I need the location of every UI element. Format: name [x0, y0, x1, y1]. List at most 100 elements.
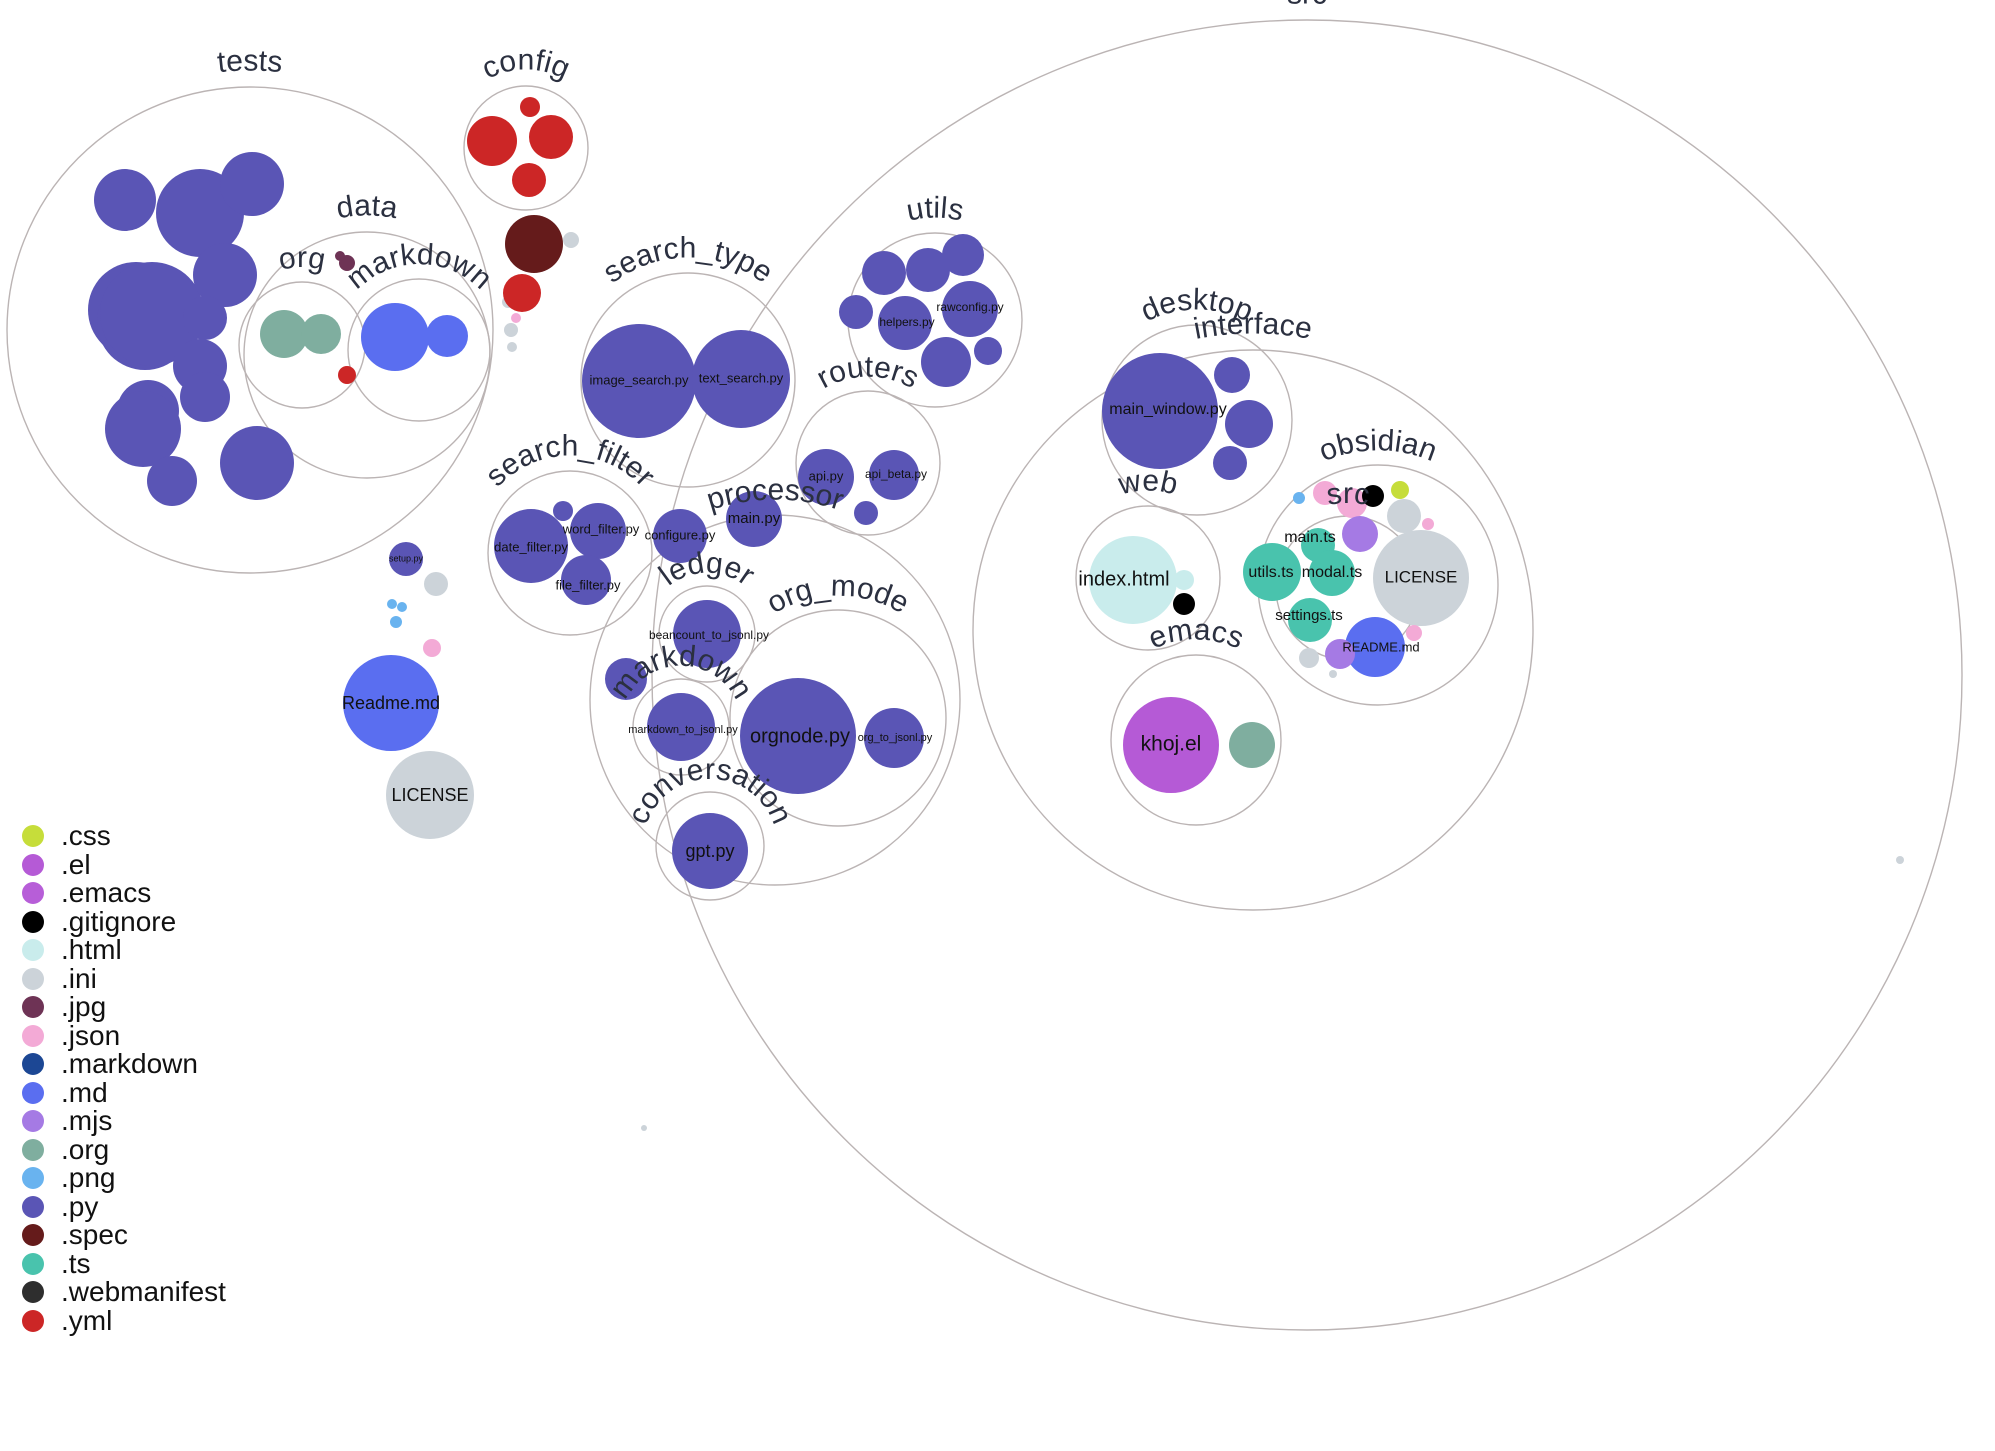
file-circle[interactable]	[1345, 617, 1405, 677]
file-circle[interactable]	[193, 243, 257, 307]
file-circle[interactable]	[942, 281, 998, 337]
directory-ring[interactable]	[580, 272, 796, 488]
file-circle[interactable]	[301, 314, 341, 354]
file-circle[interactable]	[864, 708, 924, 768]
file-circle[interactable]	[260, 310, 308, 358]
file-circle[interactable]	[798, 449, 854, 505]
file-circle[interactable]	[570, 503, 626, 559]
file-circle[interactable]	[511, 313, 521, 323]
directory-ring[interactable]	[651, 19, 1963, 1331]
file-circle[interactable]	[100, 262, 204, 366]
file-circle[interactable]	[503, 274, 541, 312]
directory-ring[interactable]	[347, 278, 491, 422]
file-circle[interactable]	[553, 501, 573, 521]
file-circle[interactable]	[343, 655, 439, 751]
file-circle[interactable]	[180, 372, 230, 422]
file-circle[interactable]	[512, 163, 546, 197]
file-circle[interactable]	[605, 658, 647, 700]
file-circle[interactable]	[183, 296, 227, 340]
legend-item[interactable]: .org	[22, 1135, 226, 1165]
directory-ring[interactable]	[463, 85, 589, 211]
legend-item[interactable]: .spec	[22, 1221, 226, 1250]
file-circle[interactable]	[467, 116, 517, 166]
file-circle[interactable]	[974, 337, 1002, 365]
file-circle[interactable]	[1213, 446, 1247, 480]
file-circle[interactable]	[389, 542, 423, 576]
legend-item[interactable]: .ini	[22, 964, 226, 994]
file-circle[interactable]	[561, 555, 611, 605]
directory-ring[interactable]	[487, 470, 653, 636]
file-circle[interactable]	[1391, 481, 1409, 499]
directory-ring[interactable]	[972, 349, 1534, 911]
file-circle[interactable]	[1337, 488, 1367, 518]
file-circle[interactable]	[1225, 400, 1273, 448]
file-circle[interactable]	[641, 1125, 647, 1131]
file-circle[interactable]	[220, 426, 294, 500]
file-circle[interactable]	[504, 323, 518, 337]
file-circle[interactable]	[1173, 593, 1195, 615]
file-circle[interactable]	[423, 639, 441, 657]
file-circle[interactable]	[906, 248, 950, 292]
file-circle[interactable]	[1422, 518, 1434, 530]
file-circle[interactable]	[1342, 516, 1378, 552]
file-circle[interactable]	[672, 813, 748, 889]
file-circle[interactable]	[740, 678, 856, 794]
file-circle[interactable]	[105, 391, 181, 467]
file-circle[interactable]	[1325, 639, 1355, 669]
legend-item[interactable]: .png	[22, 1164, 226, 1193]
file-circle[interactable]	[1288, 598, 1332, 642]
file-circle[interactable]	[1214, 357, 1250, 393]
file-circle[interactable]	[673, 600, 741, 668]
legend-item[interactable]: .webmanifest	[22, 1278, 226, 1307]
file-circle[interactable]	[1229, 722, 1275, 768]
directory-ring[interactable]	[1110, 654, 1282, 826]
file-circle[interactable]	[386, 751, 474, 839]
file-circle[interactable]	[397, 602, 407, 612]
file-circle[interactable]	[507, 342, 517, 352]
file-circle[interactable]	[361, 303, 429, 371]
directory-ring[interactable]	[1075, 505, 1221, 651]
file-circle[interactable]	[1174, 570, 1194, 590]
file-circle[interactable]	[1387, 499, 1421, 533]
legend-item[interactable]: .emacs	[22, 879, 226, 908]
file-circle[interactable]	[1406, 625, 1422, 641]
legend-item[interactable]: .el	[22, 850, 226, 880]
directory-ring[interactable]	[6, 86, 494, 574]
file-circle[interactable]	[338, 366, 356, 384]
legend-item[interactable]: .yml	[22, 1306, 226, 1336]
file-circle[interactable]	[862, 251, 906, 295]
file-circle[interactable]	[424, 572, 448, 596]
legend-item[interactable]: .py	[22, 1192, 226, 1222]
file-circle[interactable]	[1373, 530, 1469, 626]
file-circle[interactable]	[505, 215, 563, 273]
file-circle[interactable]	[1123, 697, 1219, 793]
directory-ring[interactable]	[795, 390, 941, 536]
file-circle[interactable]	[335, 251, 345, 261]
legend-item[interactable]: .css	[22, 822, 226, 851]
legend-item[interactable]: .gitignore	[22, 907, 226, 937]
file-circle[interactable]	[582, 324, 696, 438]
file-circle[interactable]	[1089, 536, 1177, 624]
file-circle[interactable]	[942, 234, 984, 276]
legend-item[interactable]: .ts	[22, 1249, 226, 1279]
file-circle[interactable]	[1329, 670, 1337, 678]
legend-item[interactable]: .html	[22, 936, 226, 965]
file-circle[interactable]	[869, 450, 919, 500]
file-circle[interactable]	[529, 115, 573, 159]
file-circle[interactable]	[1309, 550, 1355, 596]
file-circle[interactable]	[1313, 481, 1337, 505]
file-circle[interactable]	[726, 491, 782, 547]
file-circle[interactable]	[220, 152, 284, 216]
file-circle[interactable]	[1293, 492, 1305, 504]
legend-item[interactable]: .md	[22, 1078, 226, 1108]
legend-item[interactable]: .markdown	[22, 1050, 226, 1079]
directory-ring[interactable]	[632, 678, 730, 776]
file-circle[interactable]	[520, 97, 540, 117]
file-circle[interactable]	[563, 232, 579, 248]
file-circle[interactable]	[692, 330, 790, 428]
file-circle[interactable]	[387, 599, 397, 609]
file-circle[interactable]	[147, 456, 197, 506]
legend-item[interactable]: .json	[22, 1021, 226, 1051]
file-circle[interactable]	[839, 295, 873, 329]
file-circle[interactable]	[426, 315, 468, 357]
